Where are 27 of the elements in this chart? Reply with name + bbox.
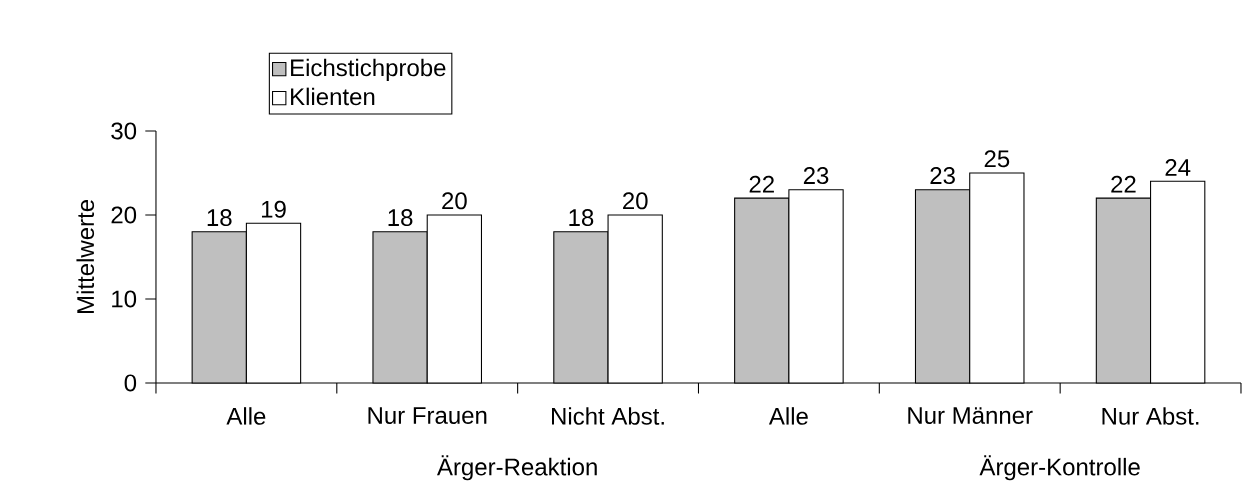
legend-label: Klienten: [291, 87, 375, 106]
data-label: 22: [1111, 175, 1136, 193]
y-tick-label: 10: [112, 290, 137, 308]
x-tick-label: Nur Abst.: [1102, 407, 1199, 425]
data-label: 23: [803, 166, 829, 184]
text: Ärger-Kontrolle: [979, 455, 1140, 481]
x-tick-label: Nur Männer: [908, 407, 1033, 424]
y-tick-label: 0: [124, 374, 137, 392]
x-tick-label: Nicht Abst.: [552, 407, 664, 425]
data-label: 22: [749, 175, 774, 193]
data-label: 23: [930, 166, 955, 184]
data-label: 18: [388, 208, 413, 226]
legend-label: Eichstichprobe: [291, 58, 446, 81]
y-tick-label: 20: [111, 206, 137, 224]
x-tick-label: Nur Frauen: [368, 407, 487, 424]
data-label: 24: [1165, 158, 1191, 176]
data-label: 20: [442, 192, 467, 210]
data-label: 19: [261, 200, 286, 218]
data-label: 18: [569, 208, 594, 226]
data-label: 18: [207, 208, 232, 226]
x-tick-label: Alle: [768, 407, 808, 425]
text: Ärger-Reaktion: [436, 455, 597, 481]
y-tick-label: 30: [111, 122, 137, 140]
data-label: 20: [623, 192, 648, 210]
x-tick-label: Alle: [226, 407, 266, 425]
data-label: 25: [984, 150, 1010, 168]
y-axis-title: Mittelwerte: [76, 199, 95, 313]
